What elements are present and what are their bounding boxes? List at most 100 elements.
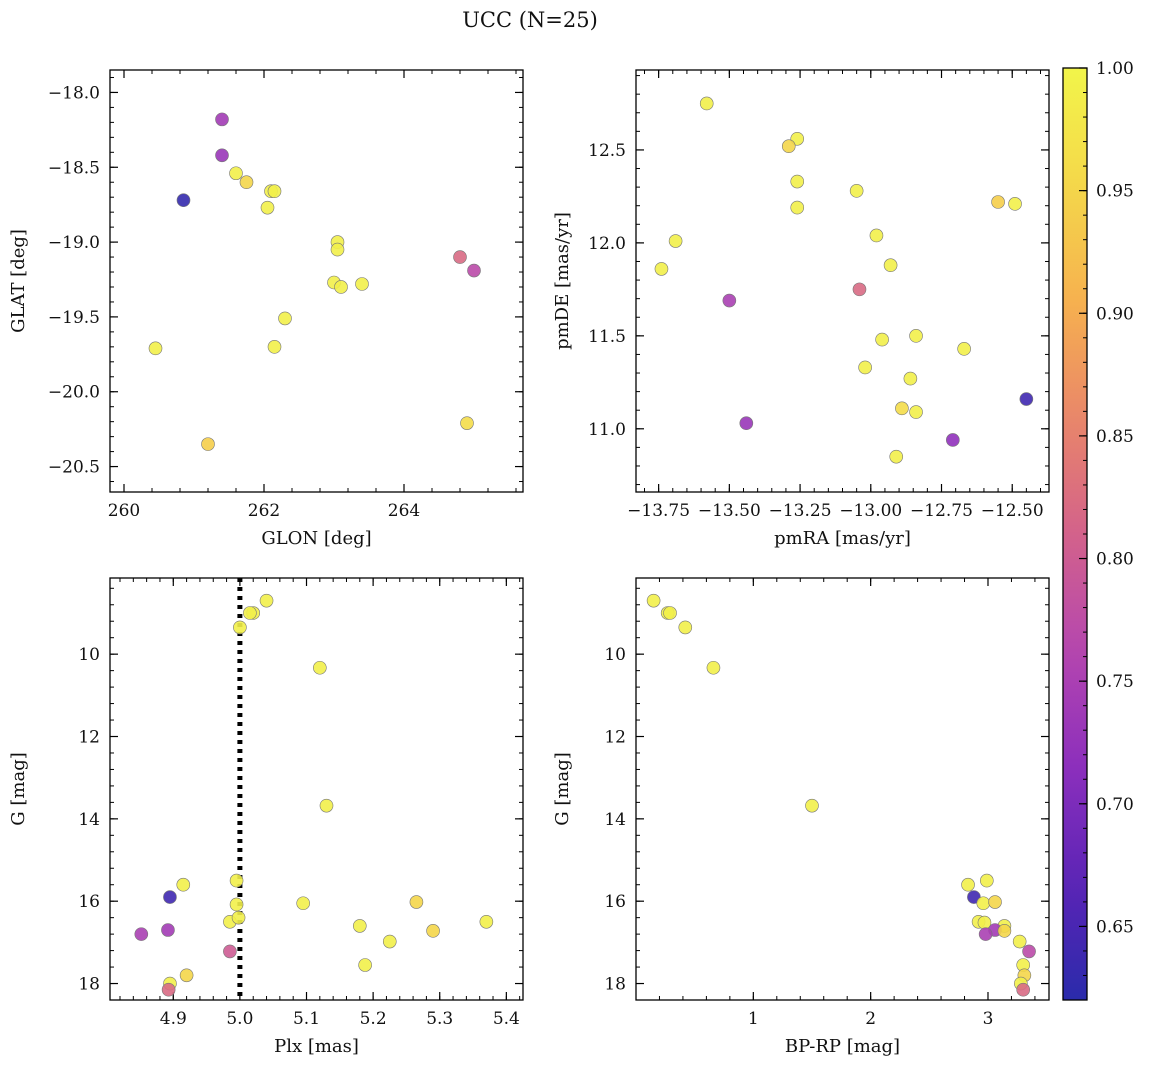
colorbar-tick-label: 0.90: [1096, 304, 1134, 324]
y-tick-label: 12: [604, 728, 626, 748]
y-tick-label: −18.5: [48, 158, 100, 178]
data-point: [1019, 392, 1034, 406]
data-point: [259, 593, 274, 608]
x-tick-label: 5.3: [426, 1009, 453, 1029]
data-point: [201, 437, 215, 451]
y-tick-label: −20.5: [48, 458, 100, 478]
data-point: [352, 919, 367, 933]
x-tick-label: 1: [748, 1009, 759, 1029]
data-point: [988, 895, 1002, 909]
data-point: [358, 958, 372, 972]
data-point: [1012, 934, 1027, 949]
data-point: [229, 873, 244, 888]
x-axis-label: Plx [mas]: [274, 1036, 359, 1057]
data-point: [849, 184, 864, 198]
x-tick-label: −13.25: [769, 501, 832, 521]
data-point: [909, 329, 923, 343]
y-tick-label: 16: [78, 892, 100, 912]
data-point: [978, 927, 993, 941]
y-tick-label: 11.0: [588, 420, 626, 440]
x-tick-label: 2: [865, 1009, 876, 1029]
data-point: [883, 258, 898, 272]
y-tick-label: 18: [604, 975, 626, 995]
data-point: [699, 96, 714, 111]
data-point: [722, 293, 737, 308]
data-point: [176, 193, 191, 207]
data-point: [946, 433, 960, 447]
colorbar-tick-label: 0.85: [1096, 427, 1134, 447]
data-point: [895, 401, 909, 416]
x-tick-label: 5.1: [293, 1009, 320, 1029]
data-point: [334, 280, 348, 294]
x-tick-label: −13.50: [698, 501, 761, 521]
colorbar-tick-label: 0.95: [1096, 182, 1134, 202]
x-axis-label: BP-RP [mag]: [785, 1036, 900, 1057]
y-tick-label: 18: [78, 975, 100, 995]
panel-plx_g: 4.9 5.0 5.1 5.2 5.3 5.4 10 12 14 16 18 Plx [mas] G […: [8, 577, 524, 1057]
data-point: [355, 277, 369, 291]
axes-frame: [635, 577, 1050, 1001]
data-point: [231, 910, 246, 925]
x-tick-label: −12.75: [910, 501, 973, 521]
data-point: [233, 620, 247, 635]
data-point: [330, 242, 345, 257]
colorbar-tick-label: 0.75: [1096, 672, 1134, 692]
y-tick-label: −20.0: [48, 383, 100, 403]
data-point: [148, 341, 163, 356]
axes-frame: [109, 577, 524, 1001]
data-point: [278, 311, 292, 326]
x-tick-label: 260: [108, 501, 140, 521]
data-point: [215, 148, 229, 163]
y-tick-label: 11.5: [588, 327, 626, 347]
data-point: [852, 282, 867, 297]
data-point: [467, 263, 481, 278]
data-point: [875, 332, 889, 347]
y-tick-label: 12.0: [588, 234, 626, 254]
colorbar-tick-label: 0.80: [1096, 550, 1134, 570]
y-tick-label: −19.5: [48, 308, 100, 328]
data-point: [319, 798, 334, 813]
data-point: [980, 873, 994, 888]
colorbar-tick-label: 1.00: [1096, 59, 1134, 79]
y-axis-label: GLAT [deg]: [8, 229, 29, 333]
data-point: [668, 234, 683, 248]
data-point: [646, 593, 661, 608]
data-point: [260, 200, 275, 215]
data-point: [889, 449, 904, 464]
x-tick-label: −13.00: [839, 501, 902, 521]
data-point: [313, 660, 327, 675]
data-point: [909, 405, 923, 419]
data-point: [991, 195, 1005, 209]
data-point: [654, 262, 669, 276]
data-point: [858, 360, 872, 375]
panel-glon_glat: 260 262 264 −18.0 −18.5 −19.0 −19.5 −20.0 −20.5 G…: [8, 69, 524, 549]
colorbar-tick-label: 0.70: [1096, 795, 1134, 815]
x-axis-label: GLON [deg]: [261, 528, 371, 549]
data-point: [176, 877, 191, 892]
data-point: [739, 416, 754, 431]
data-point: [1022, 944, 1036, 959]
y-axis-label: G [mag]: [8, 752, 29, 825]
data-point: [223, 944, 237, 959]
data-point: [663, 606, 677, 620]
data-point: [215, 112, 229, 127]
data-point: [267, 184, 282, 199]
y-tick-label: 10: [78, 645, 100, 665]
x-tick-label: 264: [388, 501, 420, 521]
data-point: [229, 897, 244, 912]
x-tick-label: 262: [248, 501, 280, 521]
data-point: [179, 968, 194, 983]
points-plx_g: [134, 593, 494, 997]
data-point: [453, 250, 467, 264]
data-point: [1008, 197, 1022, 211]
data-point: [706, 660, 721, 675]
y-tick-label: −18.0: [48, 83, 100, 103]
data-point: [460, 416, 474, 430]
data-point: [805, 798, 819, 813]
data-point: [1016, 982, 1030, 997]
y-tick-label: 10: [604, 645, 626, 665]
data-point: [243, 606, 257, 620]
data-point: [296, 896, 310, 911]
